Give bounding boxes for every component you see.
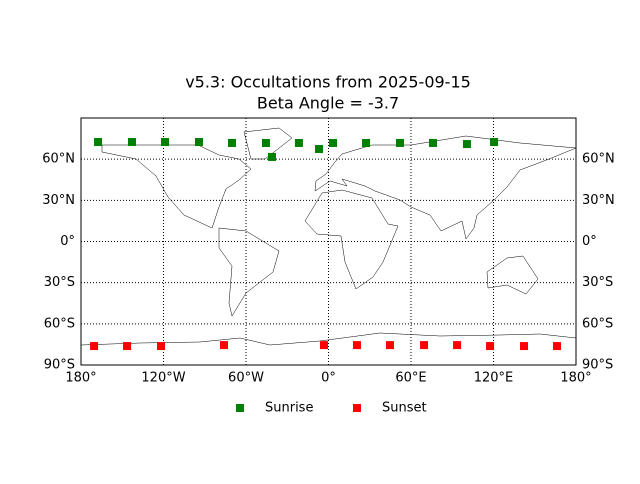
x-tick-label: 60°W [228, 371, 264, 386]
y-tick-label: 60°N [42, 152, 75, 167]
south-america [218, 227, 280, 317]
legend-marker [236, 404, 244, 412]
marker [157, 342, 166, 351]
legend-label: Sunrise [265, 401, 313, 416]
marker [490, 138, 499, 147]
y-tick-label: 30°N [42, 193, 75, 208]
coastlines [80, 127, 577, 346]
y-tick-label-right: 60°S [582, 316, 613, 331]
y-tick-label-right: 60°N [582, 152, 615, 167]
eurasia [314, 135, 577, 240]
africa [304, 189, 399, 290]
y-tick-label-right: 30°S [582, 275, 613, 290]
marker [329, 138, 338, 147]
marker [90, 342, 99, 351]
australia [486, 255, 539, 295]
marker [261, 138, 270, 147]
plot-frame [80, 117, 577, 366]
antarctica [80, 332, 577, 346]
marker [315, 145, 324, 154]
marker [429, 138, 437, 147]
north-america [101, 144, 252, 229]
x-tick-label: 60°E [395, 371, 426, 386]
marker [396, 138, 404, 147]
legend-marker [353, 404, 361, 412]
y-tick-label-right: 0° [582, 234, 597, 249]
marker [267, 152, 276, 161]
x-tick-label: 120°E [474, 371, 514, 386]
marker [362, 138, 371, 147]
marker [453, 341, 462, 350]
marker [161, 138, 170, 147]
marker [94, 138, 103, 147]
marker [462, 140, 471, 149]
marker [352, 341, 361, 350]
greenland [243, 127, 293, 160]
x-tick-label: 120°W [141, 371, 185, 386]
x-tick-label: 180° [65, 371, 96, 386]
marker [220, 341, 228, 350]
y-tick-label: 0° [60, 234, 75, 249]
marker [420, 341, 429, 350]
marker [128, 138, 137, 147]
chart-title: v5.3: Occultations from 2025-09-15 [185, 73, 471, 92]
y-tick-label: 30°S [44, 275, 75, 290]
chart-subtitle: Beta Angle = -3.7 [257, 94, 399, 113]
y-tick-label-right: 90°S [582, 358, 613, 373]
marker [194, 138, 203, 147]
y-tick-label: 90°S [44, 358, 75, 373]
x-tick-label: 0° [321, 371, 336, 386]
marker [294, 138, 303, 147]
marker [486, 342, 495, 351]
marker [227, 138, 236, 147]
marker [520, 342, 529, 351]
marker [553, 342, 562, 351]
legend-label: Sunset [382, 401, 427, 416]
marker [123, 342, 132, 351]
marker [319, 341, 328, 350]
x-tick-label: 180° [560, 371, 591, 386]
y-tick-label-right: 30°N [582, 193, 615, 208]
marker [385, 341, 394, 350]
y-tick-label: 60°S [44, 316, 75, 331]
